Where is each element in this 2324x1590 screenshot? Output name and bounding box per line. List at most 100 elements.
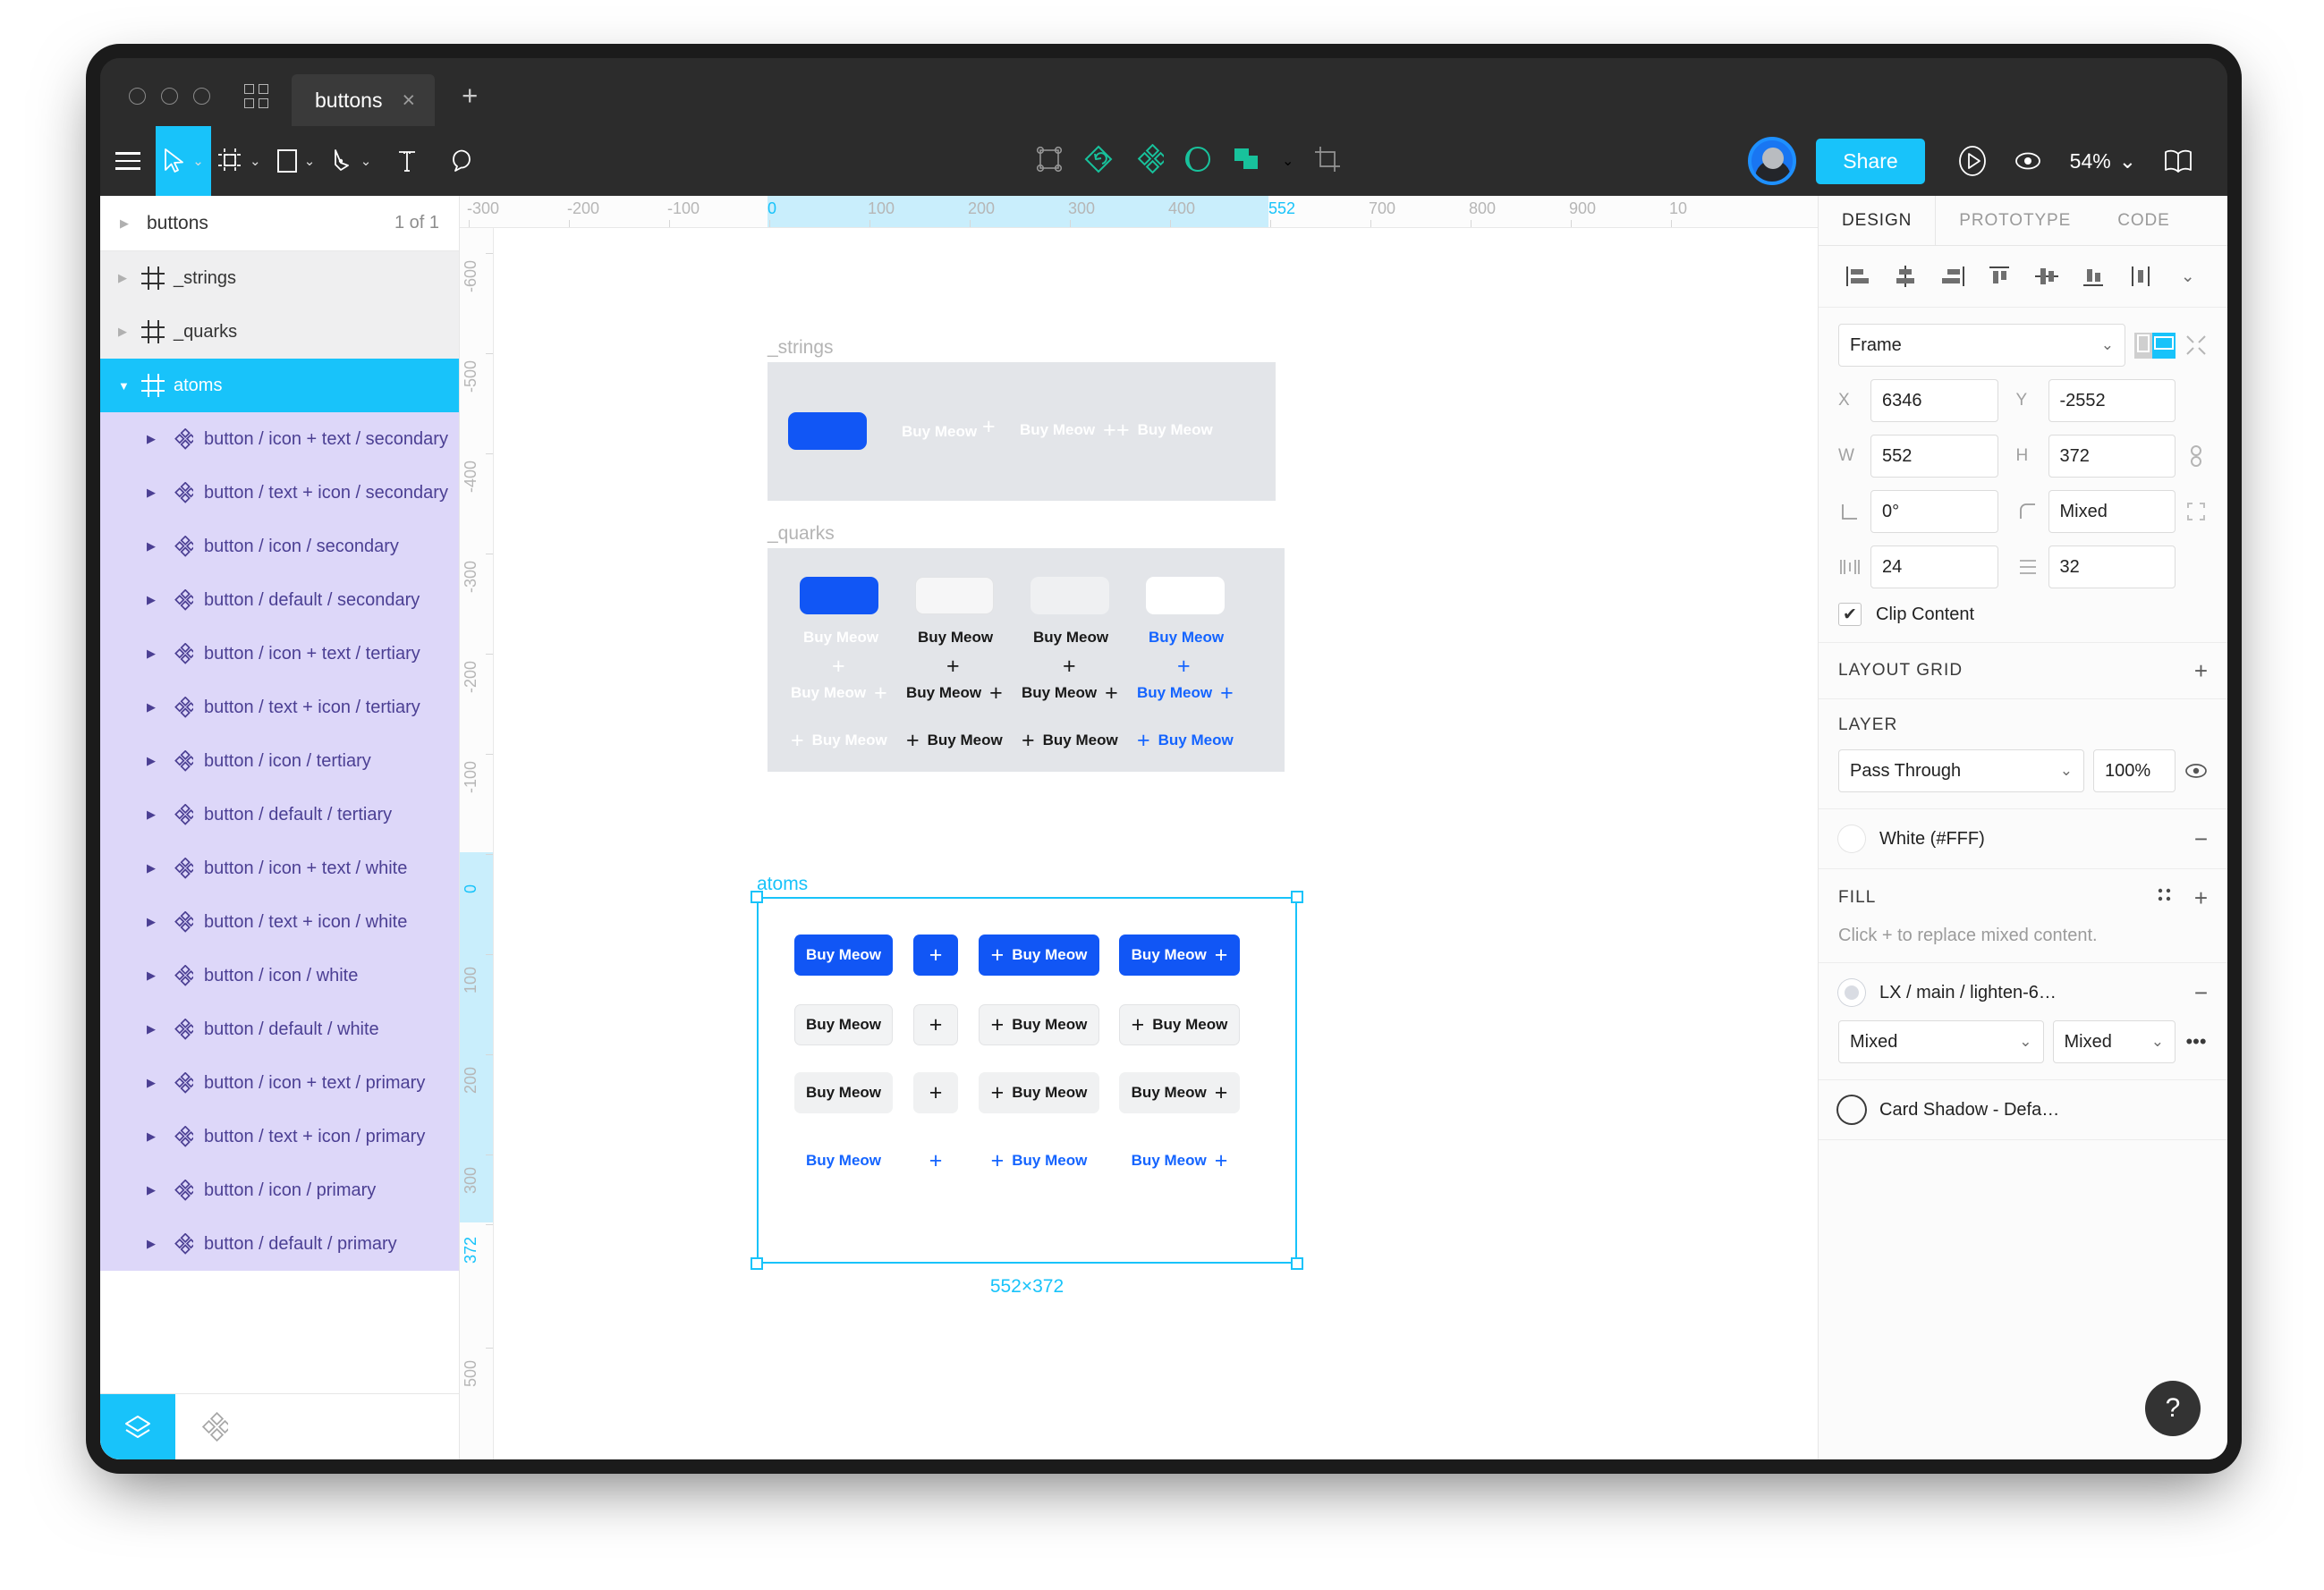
quark-plus-text-dark-1[interactable]: + Buy Meow [906, 730, 1003, 752]
x-field[interactable]: 6346 [1870, 379, 1998, 422]
selection-handle-tr[interactable] [1291, 891, 1303, 903]
align-horizontal-center-icon[interactable] [1882, 258, 1930, 294]
chevron-down-icon[interactable]: ⌄ [360, 154, 372, 169]
boolean-union-icon[interactable] [1232, 145, 1262, 178]
close-window-button[interactable] [129, 88, 146, 105]
string-text-plus[interactable]: Buy Meow + [1020, 419, 1116, 442]
quark-plus-text-dark-2[interactable]: + Buy Meow [1022, 730, 1118, 752]
layer-row-component[interactable]: ▶ button / icon / tertiary [100, 734, 459, 788]
layer-row-component[interactable]: ▶ button / text + icon / white [100, 895, 459, 949]
frame-label-strings[interactable]: _strings [768, 337, 834, 358]
canvas[interactable]: _strings Buy Meow + Buy Meow + + Buy Meow … [494, 228, 1818, 1459]
chevron-right-icon[interactable]: ▶ [120, 216, 129, 230]
fill-mode-select[interactable]: Mixed ⌄ [1838, 1020, 2044, 1063]
plus-icon[interactable]: + [982, 414, 996, 439]
orientation-toggle[interactable] [2134, 332, 2176, 359]
chevron-down-icon[interactable]: ▼ [118, 378, 130, 393]
layer-row-component[interactable]: ▶ button / icon + text / tertiary [100, 627, 459, 681]
add-fill-button[interactable]: + [2193, 884, 2208, 911]
button-default-secondary[interactable]: Buy Meow [794, 1004, 893, 1045]
rotation-field[interactable]: 0° [1870, 490, 1998, 533]
comment-tool-button[interactable] [435, 126, 490, 196]
vertical-spacing-field[interactable]: 32 [2048, 546, 2176, 588]
button-text-icon-primary[interactable]: Buy Meow + [1119, 935, 1240, 976]
layer-row-strings[interactable]: ▶ _strings [100, 251, 459, 305]
text-tool-button[interactable] [379, 126, 435, 196]
chevron-right-icon[interactable]: ▶ [147, 593, 156, 606]
button-icon-text-primary[interactable]: + Buy Meow [979, 935, 1099, 976]
button-icon-secondary[interactable]: + [913, 1004, 958, 1045]
distribute-icon[interactable] [2117, 258, 2165, 294]
chevron-right-icon[interactable]: ▶ [147, 808, 156, 821]
eye-icon[interactable] [2000, 150, 2056, 172]
blend-mode-select[interactable]: Pass Through ⌄ [1838, 749, 2084, 792]
chevron-down-icon[interactable]: ⌄ [2118, 148, 2136, 173]
chevron-right-icon[interactable]: ▶ [147, 700, 156, 714]
button-icon-text-tertiary[interactable]: + Buy Meow [979, 1072, 1099, 1113]
align-more-chevron-icon[interactable]: ⌄ [2180, 266, 2195, 286]
chevron-right-icon[interactable]: ▶ [147, 1022, 156, 1036]
selection-handle-tl[interactable] [751, 891, 763, 903]
align-vertical-center-icon[interactable] [2023, 258, 2071, 294]
chevron-down-icon[interactable]: ⌄ [303, 154, 316, 169]
maximize-window-button[interactable] [193, 88, 210, 105]
quark-rect-white[interactable] [1146, 577, 1225, 614]
string-text-1[interactable]: Buy Meow [902, 423, 978, 440]
component-icon[interactable] [1133, 143, 1168, 179]
align-left-icon[interactable] [1835, 258, 1882, 294]
chevron-right-icon[interactable]: ▶ [147, 915, 156, 928]
layers-tab[interactable] [100, 1394, 175, 1459]
quark-text-white[interactable]: Buy Meow [803, 629, 879, 646]
layer-row-component[interactable]: ▶ button / icon + text / secondary [100, 412, 459, 466]
chevron-down-icon[interactable]: ⌄ [1282, 154, 1294, 169]
plus-icon[interactable]: + [1177, 654, 1191, 679]
layer-row-component[interactable]: ▶ button / text + icon / tertiary [100, 681, 459, 734]
remove-fill-button[interactable]: − [2193, 979, 2208, 1006]
quark-text-plus-white[interactable]: Buy Meow + [791, 682, 887, 705]
plus-icon[interactable]: + [1063, 654, 1076, 679]
help-button[interactable]: ? [2145, 1381, 2201, 1436]
quark-text-plus-dark-2[interactable]: Buy Meow + [1022, 682, 1118, 705]
string-plus-text[interactable]: + Buy Meow [1116, 419, 1213, 442]
quark-text-dark-2[interactable]: Buy Meow [1033, 629, 1109, 646]
plus-icon[interactable]: + [832, 654, 845, 679]
chevron-down-icon[interactable]: ⌄ [250, 154, 261, 169]
opacity-field[interactable]: 100% [2093, 749, 2176, 792]
grid-icon[interactable] [210, 84, 268, 126]
selection-handle-br[interactable] [1291, 1257, 1303, 1270]
quark-plus-text-white[interactable]: + Buy Meow [791, 730, 887, 752]
book-icon[interactable] [2150, 148, 2206, 173]
quark-plus-text-blue[interactable]: + Buy Meow [1137, 730, 1234, 752]
layer-row-component[interactable]: ▶ button / icon / secondary [100, 520, 459, 573]
quark-text-plus-dark-1[interactable]: Buy Meow + [906, 682, 1003, 705]
eye-icon[interactable] [2184, 763, 2208, 779]
chevron-right-icon[interactable]: ▶ [147, 861, 156, 875]
button-icon-tertiary[interactable]: + [913, 1072, 958, 1113]
tab-buttons[interactable]: buttons × [292, 74, 436, 126]
layer-row-component[interactable]: ▶ button / icon + text / primary [100, 1056, 459, 1110]
chevron-down-icon[interactable]: ⌄ [192, 154, 204, 169]
button-text-icon-tertiary[interactable]: Buy Meow + [1119, 1072, 1240, 1113]
add-tab-icon[interactable]: + [462, 80, 479, 111]
close-icon[interactable]: × [402, 87, 416, 113]
minimize-window-button[interactable] [161, 88, 178, 105]
fill-more-button[interactable]: ••• [2185, 1030, 2207, 1053]
width-field[interactable]: 552 [1870, 435, 1998, 478]
layer-row-component[interactable]: ▶ button / icon / white [100, 949, 459, 1002]
shape-tool-button[interactable]: ⌄ [268, 126, 324, 196]
button-default-tertiary[interactable]: Buy Meow [794, 1072, 893, 1113]
selection-handle-bl[interactable] [751, 1257, 763, 1270]
quark-text-blue[interactable]: Buy Meow [1149, 629, 1225, 646]
add-layout-grid-button[interactable]: + [2193, 657, 2208, 684]
landscape-icon[interactable] [2152, 332, 2176, 359]
layer-row-component[interactable]: ▶ button / icon + text / white [100, 842, 459, 895]
plus-icon[interactable]: + [946, 654, 960, 679]
clip-content-row[interactable]: ✔ Clip Content [1838, 603, 2208, 626]
chevron-right-icon[interactable]: ▶ [147, 647, 156, 660]
layer-row-atoms[interactable]: ▼ atoms [100, 359, 459, 412]
frame-label-quarks[interactable]: _quarks [768, 523, 835, 544]
chevron-right-icon[interactable]: ▶ [147, 968, 156, 982]
horizontal-padding-field[interactable]: 24 [1870, 546, 1998, 588]
align-top-icon[interactable] [1976, 258, 2023, 294]
align-bottom-icon[interactable] [2070, 258, 2117, 294]
